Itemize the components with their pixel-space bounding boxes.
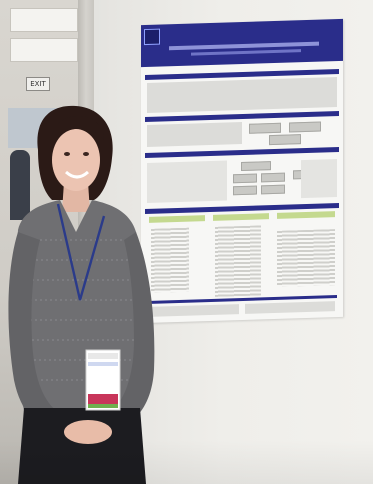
wall-panel xyxy=(10,8,78,32)
hands xyxy=(64,420,112,444)
eye-left xyxy=(64,152,70,156)
lanyard xyxy=(56,203,106,301)
exit-sign: EXIT xyxy=(26,77,50,91)
background-person xyxy=(10,150,30,220)
badge-ribbon xyxy=(88,404,118,408)
hair-fringe xyxy=(50,116,104,150)
left-arm xyxy=(8,232,70,432)
eye-right xyxy=(83,152,89,156)
badge-text xyxy=(88,362,118,366)
skirt xyxy=(18,408,146,484)
badge-ribbon xyxy=(88,394,118,404)
wall-panel xyxy=(10,38,78,62)
right-arm xyxy=(100,232,155,432)
badge-text xyxy=(88,353,118,359)
floor-shadow xyxy=(0,440,373,484)
smile xyxy=(64,170,90,179)
face xyxy=(52,129,100,191)
